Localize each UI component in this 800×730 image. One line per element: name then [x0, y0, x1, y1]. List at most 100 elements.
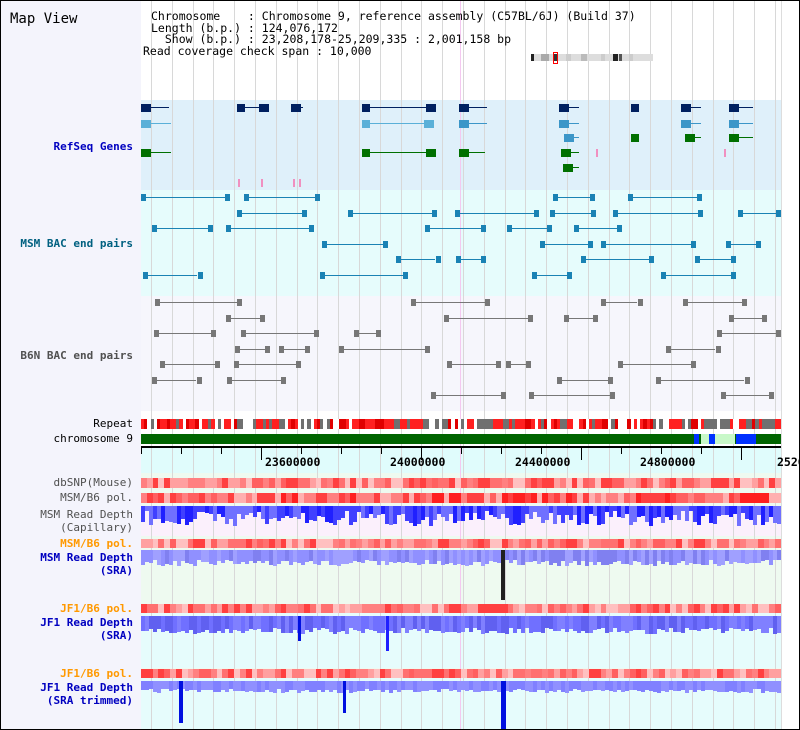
msm-capillary-depth-bar: [357, 506, 361, 512]
axis-tick-label: 24800000: [640, 455, 696, 469]
axis-tick: [501, 448, 502, 454]
repeat-segment: [477, 419, 481, 429]
repeat-segment: [515, 419, 519, 429]
msm-bac-pair-line: [507, 228, 547, 229]
track-label-msm-pol[interactable]: MSM/B6 pol.: [60, 491, 133, 504]
msm-pol2-segment: [560, 539, 566, 548]
jf1-sra-depth-bar: [613, 616, 617, 628]
gene-intron-line: [362, 152, 436, 153]
repeat-segment: [765, 419, 769, 429]
msm-bac-pair-end: [726, 241, 731, 248]
track-label-repeat[interactable]: Repeat: [93, 417, 133, 430]
msm-capillary-depth-bar: [241, 506, 245, 519]
repeat-segment: [570, 419, 574, 429]
b6n-bac-pair-end: [742, 299, 747, 306]
gene-marker: [596, 149, 598, 157]
msm-capillary-depth-bar: [653, 506, 657, 518]
jf1-trimmed-depth-bar: [597, 681, 601, 690]
track-label-msm-sra[interactable]: MSM Read Depth: [40, 551, 133, 564]
gene-exon: [459, 149, 467, 157]
repeat-segment: [538, 419, 542, 429]
msm-sra-depth-bar: [377, 550, 381, 565]
msm-bac-pair-end: [309, 225, 314, 232]
jf1-sra-depth-bar: [361, 616, 365, 633]
jf1-sra-depth-bar: [153, 616, 157, 632]
repeat-segment: [739, 419, 743, 429]
jf1-trimmed-depth-bar: [373, 681, 377, 690]
msm-bac-pair-end: [225, 194, 230, 201]
jf1-sra-depth-bar: [257, 616, 261, 629]
track-label-dbsnp[interactable]: dbSNP(Mouse): [53, 476, 133, 489]
jf1-sra-depth-bar: [689, 616, 693, 630]
jf1-pol-segment: [420, 604, 426, 613]
dbsnp-segment: [327, 478, 333, 488]
jf1-pol2-segment: [711, 669, 717, 678]
jf1-sra-depth-bar: [437, 616, 441, 631]
jf1-pol-segment: [589, 604, 595, 613]
jf1-sra-depth-bar: [617, 616, 621, 632]
dbsnp-segment: [542, 478, 548, 488]
jf1-sra-depth-bar: [381, 616, 385, 633]
msm-capillary-depth-bar: [589, 506, 593, 514]
track-label-msm-bac[interactable]: MSM BAC end pairs: [20, 237, 133, 250]
jf1-pol-segment: [484, 604, 490, 613]
track-label-refseq[interactable]: RefSeq Genes: [53, 140, 133, 153]
b6n-bac-pair-end: [339, 346, 344, 353]
chromosome-ideogram: [531, 54, 653, 61]
track-label-jf1-pol[interactable]: JF1/B6 pol.: [60, 602, 133, 615]
msm-sra-depth-bar: [469, 550, 473, 565]
repeat-segment: [621, 419, 625, 429]
gene-intron-line: [362, 123, 434, 124]
jf1-pol2-segment: [508, 669, 514, 678]
msm-pol2-segment: [636, 539, 642, 548]
b6n-bac-pair-end: [526, 361, 531, 368]
msm-sra-depth-bar: [273, 550, 277, 566]
msm-bac-pair-end: [661, 272, 666, 279]
msm-bac-pair-line: [143, 275, 197, 276]
track-label-msm-capillary[interactable]: MSM Read Depth: [40, 508, 133, 521]
track-label-b6n-bac[interactable]: B6N BAC end pairs: [20, 349, 133, 362]
jf1-sra-depth-bar: [685, 616, 689, 628]
track-label-chromosome[interactable]: chromosome 9: [53, 432, 133, 445]
dbsnp-segment: [252, 478, 258, 488]
msm-capillary-depth-bar: [481, 506, 485, 520]
jf1-trimmed-depth-bar: [513, 681, 517, 690]
msm-capillary-depth-bar: [637, 506, 641, 517]
jf1-sra-depth-bar: [309, 616, 313, 632]
repeat-segment: [311, 419, 315, 429]
msm-bac-pair-line: [322, 244, 383, 245]
jf1-pol2-segment: [321, 669, 327, 678]
jf1-sra-depth-bar: [249, 616, 253, 629]
msm-pol-segment: [327, 493, 333, 503]
jf1-trimmed-depth-bar: [465, 681, 469, 691]
msm-bac-pair-end: [534, 210, 539, 217]
jf1-pol2-segment: [170, 669, 176, 678]
msm-bac-pair-line: [532, 275, 568, 276]
track-label-msm-pol-2[interactable]: MSM/B6 pol.: [60, 537, 133, 550]
position-marker-line: [460, 1, 461, 729]
repeat-segment: [647, 419, 651, 429]
track-label-jf1-sra[interactable]: JF1 Read Depth: [40, 616, 133, 629]
jf1-pol2-segment: [252, 669, 258, 678]
msm-sra-depth-bar: [465, 550, 469, 566]
jf1-sra-depth-bar: [337, 616, 341, 632]
msm-pol-segment: [409, 493, 415, 503]
b6n-bac-pair-line: [557, 380, 608, 381]
repeat-segment: [733, 419, 737, 429]
msm-capillary-depth-bar: [693, 506, 697, 522]
jf1-pol2-segment: [461, 669, 467, 678]
dbsnp-segment: [717, 478, 723, 488]
msm-pol2-segment: [199, 539, 205, 548]
dbsnp-segment: [147, 478, 153, 488]
track-label-jf1-trimmed[interactable]: JF1 Read Depth: [40, 681, 133, 694]
dbsnp-segment: [310, 478, 316, 488]
msm-pol-segment: [513, 493, 519, 503]
track-label-jf1-pol-2[interactable]: JF1/B6 pol.: [60, 667, 133, 680]
msm-bac-pair-line: [695, 259, 731, 260]
msm-capillary-depth-bar: [601, 506, 605, 524]
jf1-pol2-segment: [380, 669, 386, 678]
jf1-sra-depth-bar: [717, 616, 721, 629]
jf1-trimmed-depth-bar: [389, 681, 393, 693]
msm-capillary-depth-bar: [697, 506, 701, 525]
repeat-segment: [320, 419, 324, 429]
